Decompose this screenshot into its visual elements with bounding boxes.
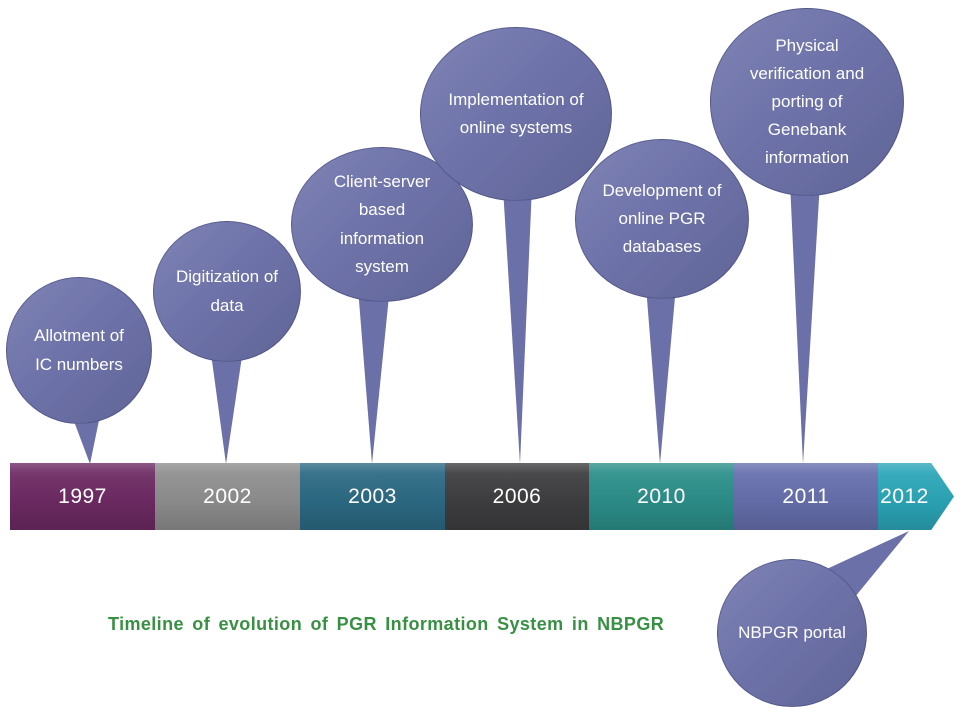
callout-tail-2010 [646, 286, 676, 464]
callout-label: Implementation of online systems [448, 89, 584, 137]
timeline-segment-2003: 2003 [300, 463, 445, 530]
callout-label: Allotment of IC numbers [34, 326, 124, 374]
callout-bubble-implementation-online-systems: Implementation of online systems [420, 27, 612, 201]
year-label-2011: 2011 [782, 484, 830, 508]
callout-label: Physical verification and porting of Gen… [749, 35, 865, 168]
callout-tail-2003 [358, 286, 390, 464]
callout-bubble-allotment-ic-numbers: Allotment of IC numbers [6, 277, 152, 424]
callout-bubble-nbpgr-portal: NBPGR portal [717, 559, 867, 707]
year-label-2003: 2003 [348, 484, 397, 508]
callout-bubble-online-pgr-databases: Development of online PGR databases [575, 139, 749, 299]
callout-label: NBPGR portal [738, 622, 846, 642]
year-label-2010: 2010 [637, 484, 686, 508]
callout-tail-2002 [210, 343, 244, 464]
timeline-segment-2011: 2011 [734, 463, 878, 530]
year-label-2006: 2006 [492, 484, 542, 508]
year-label-2012: 2012 [880, 484, 929, 508]
timeline-segment-1997: 1997 [10, 463, 155, 530]
timeline-segment-2010: 2010 [589, 463, 734, 530]
callout-bubble-digitization-of-data: Digitization of data [153, 221, 301, 362]
callout-label: Client-server based information system [333, 172, 431, 276]
callout-tail-2011 [790, 182, 820, 464]
callout-tail-2006 [503, 186, 532, 464]
year-label-1997: 1997 [58, 484, 107, 508]
year-label-2002: 2002 [203, 484, 252, 508]
timeline-segment-2012-arrow: 2012 [878, 463, 954, 530]
callout-bubble-genebank-verification: Physical verification and porting of Gen… [710, 8, 904, 196]
timeline-segment-2006: 2006 [445, 463, 589, 530]
diagram-title: Timeline of evolution of PGR Information… [108, 614, 665, 634]
timeline-bar: 1997 2002 2003 2006 2010 2011 2012 [10, 463, 954, 530]
callout-bubble-client-server-system: Client-server based information system [291, 147, 473, 302]
callout-label: Development of online PGR databases [602, 180, 722, 257]
timeline-segment-2002: 2002 [155, 463, 300, 530]
callout-label: Digitization of data [175, 267, 279, 315]
